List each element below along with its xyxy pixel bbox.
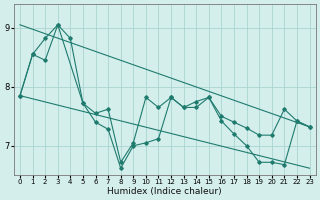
X-axis label: Humidex (Indice chaleur): Humidex (Indice chaleur) — [108, 187, 222, 196]
